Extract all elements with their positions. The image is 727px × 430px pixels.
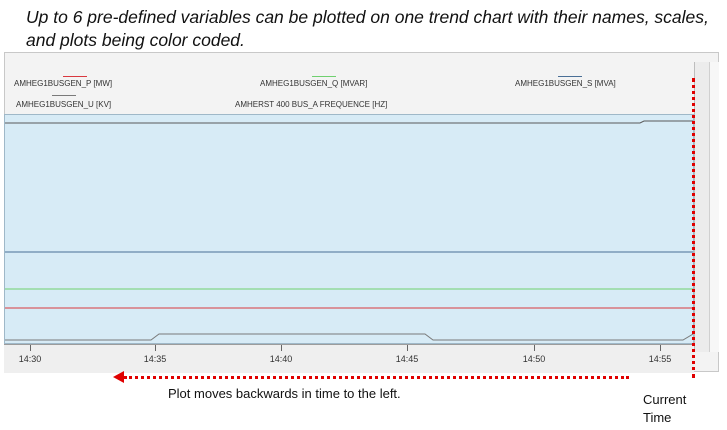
tick-label-6: 14:55 <box>648 354 672 364</box>
series-u-line <box>5 120 693 124</box>
chart-side-panel <box>694 62 710 352</box>
tick-label-3: 14:40 <box>269 354 293 364</box>
series-freq-line <box>5 333 693 341</box>
time-axis: 14:30 14:35 14:40 14:45 14:50 14:55 <box>4 344 694 373</box>
left-arrow-icon <box>113 371 124 383</box>
legend-label-u[interactable]: AMHEG1BUSGEN_U [KV] <box>16 100 112 109</box>
legend-label-q[interactable]: AMHEG1BUSGEN_Q [MVAR] <box>260 79 368 88</box>
current-time-marker <box>692 78 695 378</box>
backwards-note: Plot moves backwards in time to the left… <box>168 386 401 401</box>
tick-mark <box>407 345 408 351</box>
legend-label-p[interactable]: AMHEG1BUSGEN_P [MW] <box>14 79 113 88</box>
legend-label-s[interactable]: AMHEG1BUSGEN_S [MVA] <box>515 79 616 88</box>
tick-mark <box>155 345 156 351</box>
tick-label-4: 14:45 <box>395 354 419 364</box>
tick-mark <box>534 345 535 351</box>
tick-mark <box>660 345 661 351</box>
legend-swatch-p <box>63 76 87 77</box>
plot-area[interactable] <box>4 114 694 344</box>
tick-label-2: 14:35 <box>143 354 167 364</box>
trend-lines <box>5 120 693 341</box>
current-time-label: Current Time <box>643 391 686 427</box>
caption-text: Up to 6 pre-defined variables can be plo… <box>26 7 709 50</box>
tick-mark <box>281 345 282 351</box>
legend-swatch-q <box>312 76 336 77</box>
vertical-scrollbar[interactable] <box>709 62 719 352</box>
backwards-arrow-line <box>124 376 629 379</box>
current-time-label-line1: Current <box>643 392 687 407</box>
legend-swatch-s <box>558 76 582 77</box>
current-time-label-line2: Time <box>643 410 672 425</box>
tick-label-5: 14:50 <box>522 354 546 364</box>
tick-label-1: 14:30 <box>18 354 42 364</box>
legend-label-freq[interactable]: AMHERST 400 BUS_A FREQUENCE [HZ] <box>235 100 388 109</box>
legend-swatch-u <box>52 95 76 96</box>
tick-mark <box>30 345 31 351</box>
